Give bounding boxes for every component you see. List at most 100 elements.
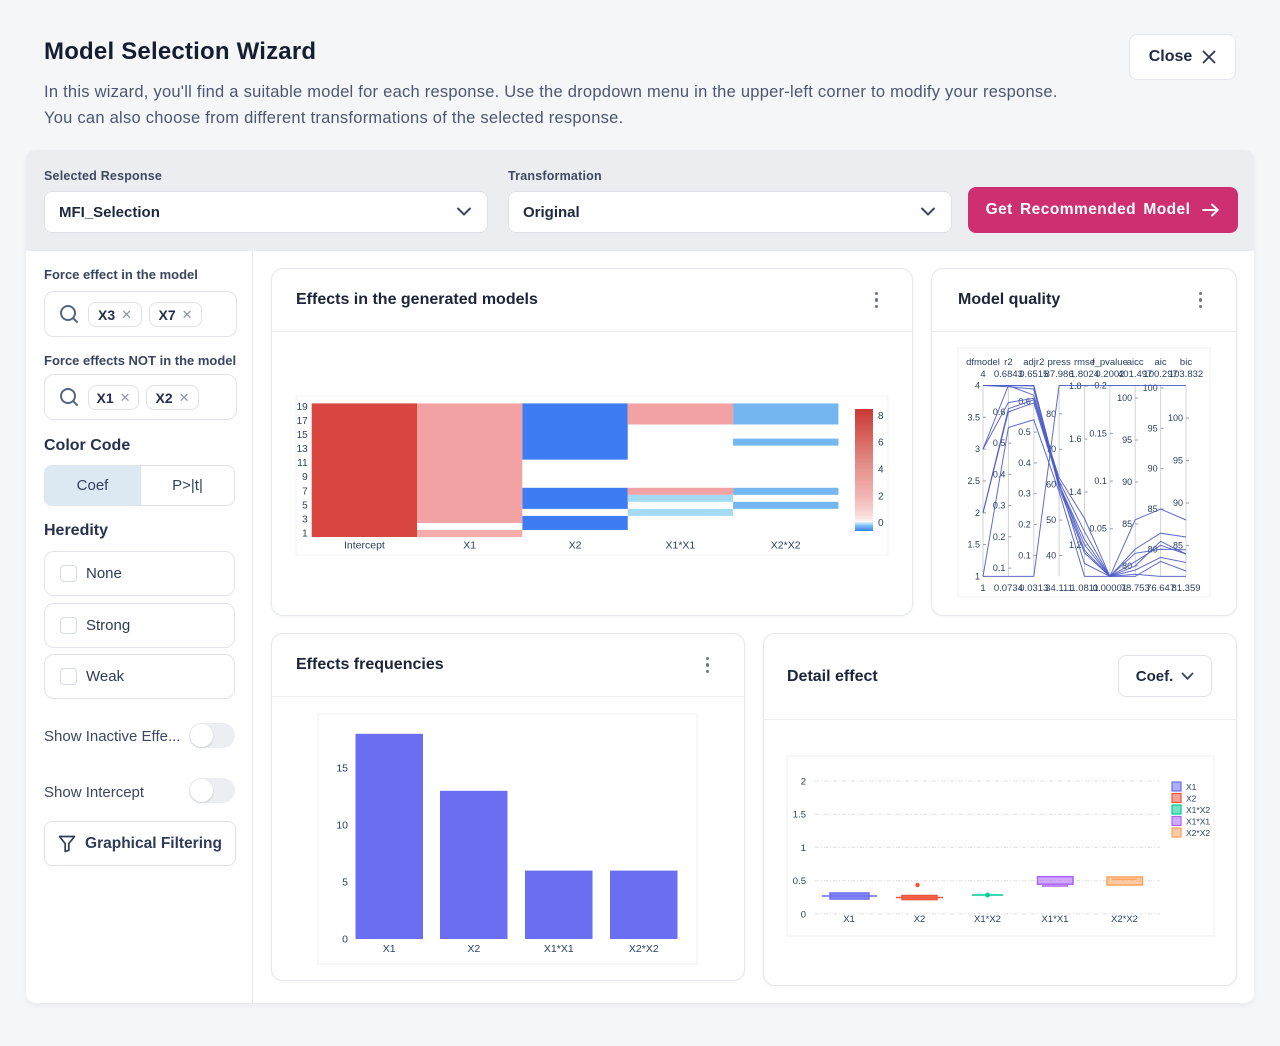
svg-text:2: 2 — [975, 508, 980, 518]
svg-text:dfmodel: dfmodel — [966, 357, 1000, 368]
svg-text:rmse: rmse — [1074, 357, 1095, 368]
svg-text:1.8: 1.8 — [1069, 381, 1082, 391]
svg-text:0.1: 0.1 — [1094, 476, 1107, 486]
svg-text:press: press — [1047, 357, 1070, 368]
svg-text:3: 3 — [302, 514, 308, 525]
svg-text:0.5: 0.5 — [1018, 427, 1031, 437]
svg-text:2: 2 — [801, 777, 806, 788]
svg-text:0.0313: 0.0313 — [1019, 583, 1048, 594]
svg-text:0.4: 0.4 — [993, 469, 1006, 479]
svg-text:76.647: 76.647 — [1146, 583, 1175, 594]
svg-text:1: 1 — [801, 843, 806, 854]
svg-text:85: 85 — [1122, 519, 1132, 529]
svg-text:40: 40 — [1046, 551, 1056, 561]
svg-text:X1*X1: X1*X1 — [544, 943, 574, 955]
svg-text:90: 90 — [1173, 498, 1183, 508]
svg-text:X1: X1 — [1186, 782, 1197, 792]
svg-text:0.4: 0.4 — [1018, 458, 1031, 468]
svg-text:aicc: aicc — [1127, 357, 1144, 368]
svg-text:0.0734: 0.0734 — [994, 583, 1023, 594]
svg-text:X1*X2: X1*X2 — [974, 914, 1001, 925]
svg-text:0: 0 — [801, 909, 806, 920]
svg-text:X2: X2 — [914, 914, 926, 925]
svg-text:78.753: 78.753 — [1121, 583, 1150, 594]
svg-text:Intercept: Intercept — [344, 540, 385, 552]
svg-text:90: 90 — [1148, 464, 1158, 474]
svg-text:50: 50 — [1046, 515, 1056, 525]
svg-text:1.0811: 1.0811 — [1070, 583, 1098, 594]
svg-text:X2*X2: X2*X2 — [1111, 914, 1138, 925]
svg-text:100: 100 — [1117, 393, 1132, 403]
svg-text:0.6: 0.6 — [993, 407, 1006, 417]
svg-text:X1: X1 — [463, 540, 476, 552]
svg-text:aic: aic — [1155, 357, 1167, 368]
svg-text:0.5: 0.5 — [793, 876, 806, 887]
svg-text:87.986: 87.986 — [1045, 369, 1074, 380]
svg-text:85: 85 — [1148, 504, 1158, 514]
svg-text:6: 6 — [878, 438, 884, 449]
svg-text:0.15: 0.15 — [1089, 428, 1107, 438]
svg-text:60: 60 — [1046, 480, 1056, 490]
svg-text:adjr2: adjr2 — [1023, 357, 1044, 368]
svg-text:2: 2 — [878, 491, 884, 502]
svg-text:0.6515: 0.6515 — [1019, 369, 1048, 380]
svg-text:3: 3 — [975, 444, 980, 454]
svg-text:0: 0 — [878, 518, 884, 529]
svg-text:3.5: 3.5 — [967, 412, 980, 422]
svg-text:7: 7 — [302, 486, 308, 497]
svg-text:0.1: 0.1 — [993, 563, 1006, 573]
svg-text:13: 13 — [297, 444, 309, 455]
svg-text:X2*X2: X2*X2 — [629, 943, 659, 955]
svg-text:1.6: 1.6 — [1069, 434, 1082, 444]
svg-text:0: 0 — [342, 934, 348, 946]
svg-text:17: 17 — [297, 416, 309, 427]
svg-text:0.5: 0.5 — [993, 438, 1006, 448]
svg-text:8: 8 — [878, 411, 884, 422]
svg-text:X2*X2: X2*X2 — [771, 540, 801, 552]
svg-text:X1*X1: X1*X1 — [1042, 914, 1069, 925]
svg-text:10: 10 — [336, 820, 348, 832]
svg-text:bic: bic — [1180, 357, 1192, 368]
svg-text:19: 19 — [297, 402, 309, 413]
svg-text:15: 15 — [336, 763, 348, 775]
svg-text:80: 80 — [1046, 409, 1056, 419]
svg-text:X1: X1 — [843, 914, 855, 925]
svg-text:0.3: 0.3 — [993, 501, 1006, 511]
svg-text:r2: r2 — [1004, 357, 1012, 368]
svg-text:4: 4 — [878, 465, 884, 476]
svg-text:X2*X2: X2*X2 — [1186, 828, 1210, 838]
svg-text:100.297: 100.297 — [1143, 369, 1177, 380]
svg-text:2.5: 2.5 — [967, 476, 980, 486]
svg-text:X1*X1: X1*X1 — [1186, 817, 1210, 827]
svg-text:90: 90 — [1122, 477, 1132, 487]
svg-text:0.05: 0.05 — [1089, 524, 1107, 534]
svg-text:100: 100 — [1168, 413, 1183, 423]
svg-text:1: 1 — [302, 529, 308, 540]
svg-text:401.497: 401.497 — [1118, 369, 1152, 380]
svg-text:103.832: 103.832 — [1169, 369, 1203, 380]
svg-text:0.1: 0.1 — [1018, 550, 1031, 560]
svg-text:0.3: 0.3 — [1018, 489, 1031, 499]
svg-text:95: 95 — [1122, 435, 1132, 445]
svg-text:0.2: 0.2 — [1018, 520, 1031, 530]
svg-text:34.111: 34.111 — [1045, 583, 1073, 594]
svg-text:X1*X2: X1*X2 — [1186, 805, 1210, 815]
svg-text:0.6843: 0.6843 — [994, 369, 1023, 380]
svg-text:1.8024: 1.8024 — [1070, 369, 1099, 380]
svg-text:4: 4 — [980, 369, 985, 380]
svg-text:81.359: 81.359 — [1171, 583, 1200, 594]
svg-text:1.4: 1.4 — [1069, 487, 1082, 497]
svg-text:5: 5 — [342, 877, 348, 889]
svg-text:85: 85 — [1173, 541, 1183, 551]
svg-text:15: 15 — [297, 430, 309, 441]
svg-text:1.5: 1.5 — [967, 540, 980, 550]
svg-text:X1*X1: X1*X1 — [666, 540, 696, 552]
svg-text:1.5: 1.5 — [793, 810, 806, 821]
svg-text:95: 95 — [1173, 456, 1183, 466]
svg-text:5: 5 — [302, 500, 308, 511]
svg-text:X2: X2 — [569, 540, 582, 552]
svg-text:X2: X2 — [1186, 794, 1197, 804]
svg-text:X2: X2 — [467, 943, 480, 955]
svg-text:f_pvalue: f_pvalue — [1092, 357, 1128, 368]
svg-text:0.2: 0.2 — [993, 532, 1006, 542]
